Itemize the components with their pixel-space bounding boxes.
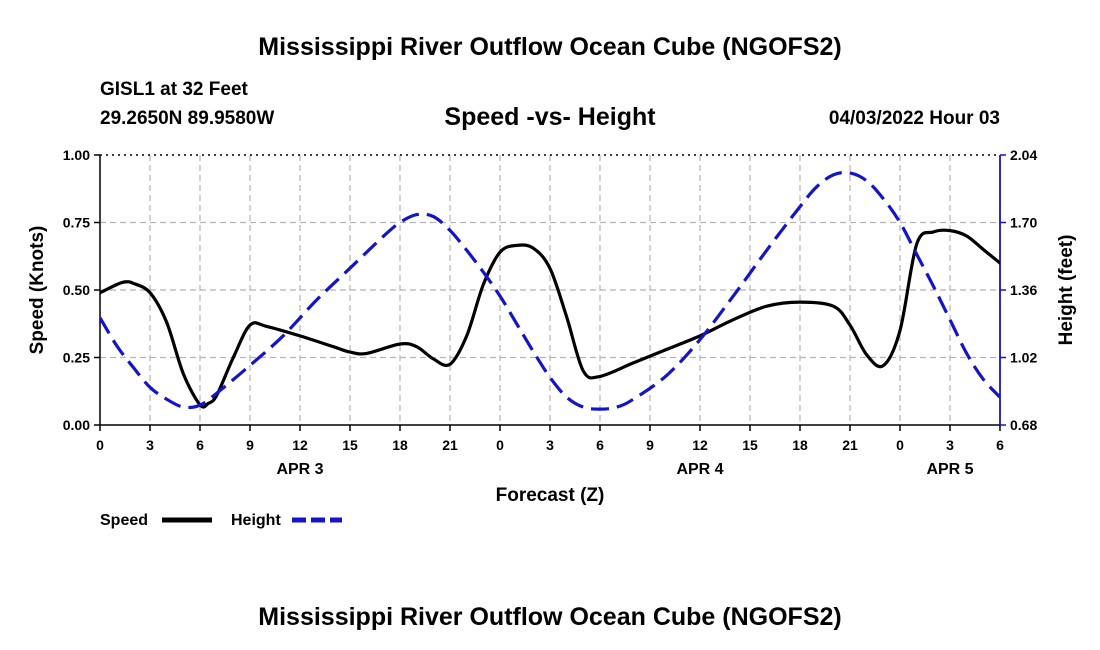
y-left-tick-label: 0.00 bbox=[63, 417, 90, 433]
series-line-height bbox=[100, 170, 1000, 411]
x-tick-label: 3 bbox=[946, 437, 954, 453]
grid-lines bbox=[100, 155, 1000, 425]
x-tick-label: 9 bbox=[646, 437, 654, 453]
y-left-tick-label: 0.50 bbox=[63, 282, 90, 298]
date-label: 04/03/2022 Hour 03 bbox=[829, 108, 1000, 129]
x-tick-label: 0 bbox=[896, 437, 904, 453]
x-tick-label: 6 bbox=[596, 437, 604, 453]
x-tick-label: 0 bbox=[96, 437, 104, 453]
y-left-tick-label: 0.25 bbox=[63, 350, 90, 366]
x-tick-label: 15 bbox=[342, 437, 358, 453]
x-tick-label: 15 bbox=[742, 437, 758, 453]
y-right-tick-label: 1.70 bbox=[1010, 215, 1037, 231]
legend-height-label: Height bbox=[231, 512, 281, 529]
y-left-tick-label: 1.00 bbox=[63, 147, 90, 163]
y-axis-left-title: Speed (Knots) bbox=[27, 226, 48, 355]
y-right-tick-label: 2.04 bbox=[1010, 147, 1037, 163]
chart-subtitle: Speed -vs- Height bbox=[444, 103, 656, 131]
x-tick-label: 18 bbox=[792, 437, 808, 453]
axes bbox=[94, 154, 1006, 431]
x-tick-label: 3 bbox=[146, 437, 154, 453]
station-label: GISL1 at 32 Feet bbox=[100, 79, 249, 100]
x-tick-label: 6 bbox=[996, 437, 1004, 453]
y-axis-right-title: Height (feet) bbox=[1056, 235, 1077, 346]
coords-label: 29.2650N 89.9580W bbox=[100, 108, 274, 129]
series-layer bbox=[100, 170, 1000, 411]
footer-title: Mississippi River Outflow Ocean Cube (NG… bbox=[258, 603, 841, 631]
x-axis-title: Forecast (Z) bbox=[496, 485, 605, 506]
legend-speed-label: Speed bbox=[100, 512, 148, 529]
x-tick-label: 0 bbox=[496, 437, 504, 453]
x-tick-label: 21 bbox=[442, 437, 458, 453]
x-tick-label: 12 bbox=[692, 437, 708, 453]
x-tick-label: 18 bbox=[392, 437, 408, 453]
x-tick-label: 9 bbox=[246, 437, 254, 453]
x-day-label: APR 4 bbox=[676, 461, 723, 478]
x-tick-label: 21 bbox=[842, 437, 858, 453]
legend: Speed Height bbox=[100, 512, 342, 529]
x-tick-label: 12 bbox=[292, 437, 308, 453]
x-tick-label: 6 bbox=[196, 437, 204, 453]
y-right-tick-label: 1.02 bbox=[1010, 350, 1037, 366]
tick-labels: 0 3 6 9 12 15 18 21 0 3 6 9 12 15 18 21 0 3 6 APR 3 APR 4 APR… bbox=[63, 147, 1038, 478]
series-line-speed bbox=[100, 228, 1000, 409]
x-tick-label: 3 bbox=[546, 437, 554, 453]
y-right-tick-label: 0.68 bbox=[1010, 417, 1037, 433]
y-left-tick-label: 0.75 bbox=[63, 215, 90, 231]
y-right-tick-label: 1.36 bbox=[1010, 282, 1037, 298]
chart-main-title: Mississippi River Outflow Ocean Cube (NG… bbox=[258, 33, 841, 61]
x-day-label: APR 5 bbox=[926, 461, 973, 478]
x-day-label: APR 3 bbox=[276, 461, 323, 478]
